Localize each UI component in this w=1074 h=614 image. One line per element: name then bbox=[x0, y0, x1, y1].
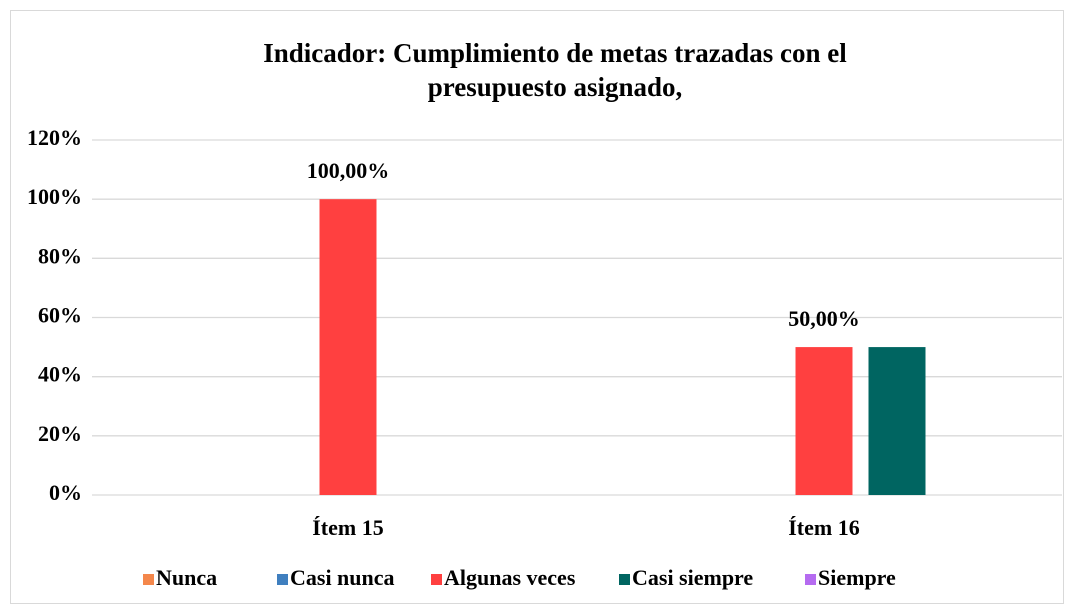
y-tick-label: 0% bbox=[49, 480, 82, 505]
data-label: 50,00% bbox=[788, 306, 860, 331]
legend-swatch bbox=[619, 574, 630, 585]
legend-label: Casi nunca bbox=[290, 565, 395, 590]
y-tick-label: 20% bbox=[38, 421, 82, 446]
bar bbox=[319, 199, 377, 495]
legend-label: Siempre bbox=[818, 565, 896, 590]
legend-swatch bbox=[805, 574, 816, 585]
legend-swatch bbox=[277, 574, 288, 585]
chart-title: Indicador: Cumplimiento de metas trazada… bbox=[263, 38, 847, 102]
y-tick-label: 120% bbox=[27, 125, 82, 150]
x-tick-label: Ítem 16 bbox=[788, 515, 859, 540]
y-tick-label: 100% bbox=[27, 184, 82, 209]
y-tick-label: 80% bbox=[38, 243, 82, 268]
bar bbox=[868, 347, 926, 495]
y-tick-label: 60% bbox=[38, 303, 82, 328]
bar bbox=[795, 347, 853, 495]
legend-label: Nunca bbox=[156, 565, 217, 590]
legend-swatch bbox=[431, 574, 442, 585]
y-tick-label: 40% bbox=[38, 362, 82, 387]
chart-border bbox=[10, 10, 1064, 604]
legend-label: Casi siempre bbox=[632, 565, 753, 590]
x-tick-label: Ítem 15 bbox=[312, 515, 383, 540]
legend-swatch bbox=[143, 574, 154, 585]
legend-label: Algunas veces bbox=[444, 565, 576, 590]
data-label: 100,00% bbox=[307, 158, 390, 183]
